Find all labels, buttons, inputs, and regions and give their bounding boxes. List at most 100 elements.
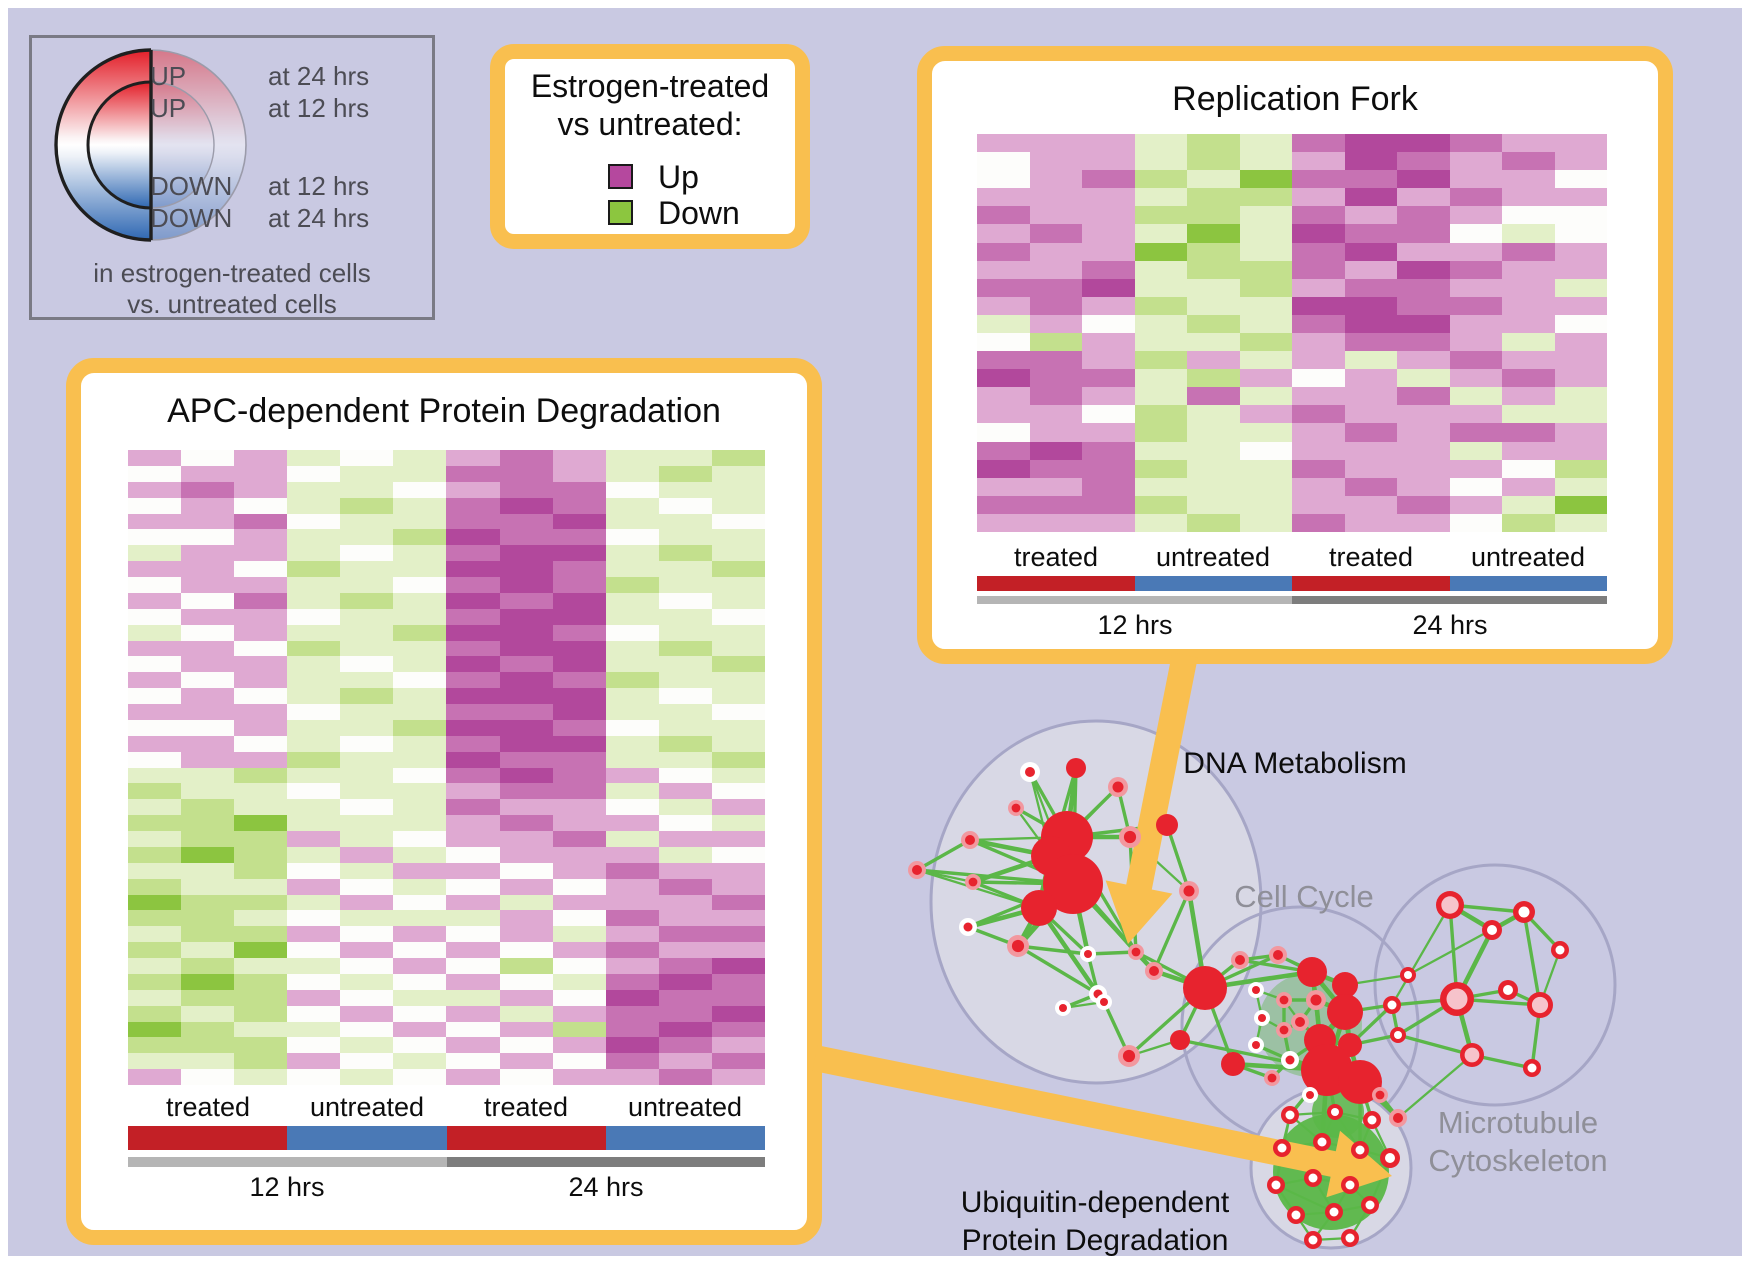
heatmap-cell <box>658 656 712 673</box>
heatmap-cell <box>605 688 659 704</box>
heatmap-cell <box>393 799 447 816</box>
heatmap-cell <box>658 846 712 863</box>
heatmap-cell <box>1239 170 1292 189</box>
heatmap-cell <box>128 910 182 927</box>
heatmap-cell <box>1554 242 1607 261</box>
heatmap-cell <box>711 497 765 514</box>
heatmap-cell <box>658 545 712 562</box>
heatmap-cell <box>1082 296 1135 315</box>
heatmap-cell <box>552 878 606 895</box>
heatmap-cell <box>1187 224 1240 243</box>
network-node <box>1394 1031 1402 1039</box>
heatmap-cell <box>552 688 606 704</box>
heatmap-cell <box>287 672 341 689</box>
heatmap-cell <box>181 878 235 895</box>
heatmap-cell <box>1502 260 1555 279</box>
heatmap-cell <box>605 672 659 689</box>
heatmap-cell <box>1029 513 1082 532</box>
heatmap-cell <box>499 450 553 466</box>
heatmap-cell <box>181 719 235 736</box>
heatmap-cell <box>1397 260 1450 279</box>
heatmap-cell <box>181 942 235 958</box>
heatmap-cell <box>711 846 765 863</box>
heatmap-cell <box>446 450 500 466</box>
heatmap-cell <box>499 862 553 879</box>
heatmap-cell <box>128 513 182 530</box>
heatmap-cell <box>393 831 447 847</box>
heatmap-cell <box>181 608 235 625</box>
network-node <box>912 865 922 875</box>
heatmap-cell <box>1082 152 1135 171</box>
heatmap-cell <box>1082 170 1135 189</box>
heatmap-cell <box>446 815 500 831</box>
heatmap-cell <box>181 799 235 816</box>
heatmap-cell <box>1029 134 1082 153</box>
heatmap-cell <box>977 224 1030 243</box>
heatmap-cell <box>340 831 394 847</box>
network-node <box>1285 1110 1295 1120</box>
heatmap-cell <box>1344 278 1397 297</box>
heatmap-cell <box>605 719 659 736</box>
heatmap-cell <box>234 529 288 546</box>
network-node <box>1518 906 1530 918</box>
heatmap-cell <box>1397 170 1450 189</box>
heatmap-cell <box>1397 369 1450 388</box>
heatmap-cell <box>287 815 341 831</box>
heatmap-cell <box>287 958 341 974</box>
heatmap-cell <box>1397 495 1450 514</box>
heatmap-cell <box>287 831 341 847</box>
network-node <box>1531 996 1549 1014</box>
ring-up-inner-time: at 12 hrs <box>268 93 370 123</box>
heatmap-cell <box>1502 170 1555 189</box>
heatmap-cell <box>605 894 659 911</box>
heatmap-cell <box>605 735 659 752</box>
network-node <box>1446 988 1468 1010</box>
heatmap-cell <box>1187 351 1240 370</box>
network-edge <box>1086 950 1138 956</box>
heatmap-cell <box>446 799 500 816</box>
heatmap-cell <box>605 656 659 673</box>
heatmap-cell <box>552 973 606 990</box>
heatmap-cell <box>393 529 447 546</box>
heatmap-cell <box>1397 278 1450 297</box>
heatmap-cell <box>1292 405 1345 424</box>
heatmap-cell <box>711 450 765 466</box>
heatmap-cell <box>1449 170 1502 189</box>
heatmap-cell <box>1292 477 1345 496</box>
heatmap-cell <box>1292 242 1345 261</box>
heatmap-cell <box>181 672 235 689</box>
heatmap-cell <box>1554 369 1607 388</box>
heatmap-cell <box>1029 351 1082 370</box>
heatmap-cell <box>711 1069 765 1085</box>
heatmap-cell <box>552 624 606 641</box>
heatmap-cell <box>1449 314 1502 333</box>
heatmap-cell <box>287 1069 341 1085</box>
heatmap-cell <box>234 545 288 562</box>
heatmap-cell <box>181 577 235 593</box>
network-node <box>1011 939 1025 953</box>
heatmap-cell <box>234 973 288 990</box>
heatmap-cell <box>552 735 606 752</box>
heatmap-cell <box>340 799 394 816</box>
heatmap-cell <box>287 878 341 895</box>
heatmap-cell <box>128 767 182 784</box>
heatmap-cell <box>1292 332 1345 352</box>
heatmap-cell <box>128 465 182 482</box>
heatmap-cell <box>711 942 765 958</box>
apc-24hrs-label: 24 hrs <box>568 1172 644 1202</box>
heatmap-cell <box>1502 513 1555 532</box>
heatmap-cell <box>1239 206 1292 225</box>
heatmap-cell <box>1292 495 1345 514</box>
heatmap-cell <box>1082 495 1135 514</box>
heatmap-cell <box>128 1005 182 1022</box>
heatmap-cell <box>287 783 341 800</box>
heatmap-cell <box>128 529 182 546</box>
heatmap-cell <box>977 405 1030 424</box>
apc-group-label-2: untreated <box>309 1092 425 1122</box>
heatmap-cell <box>287 608 341 625</box>
heatmap-cell <box>499 989 553 1006</box>
heatmap-cell <box>1187 369 1240 388</box>
inner-left-outline <box>86 80 152 210</box>
heatmap-cell <box>711 656 765 673</box>
heatmap-cell <box>287 640 341 657</box>
